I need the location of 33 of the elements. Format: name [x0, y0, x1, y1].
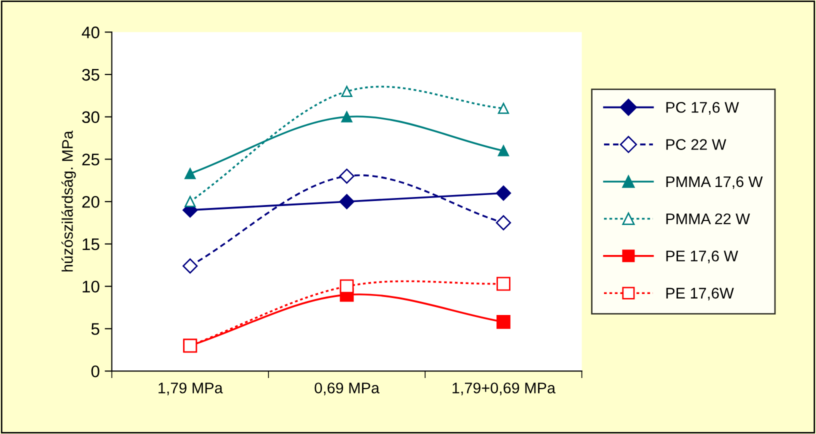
y-tick-label: 15 [82, 238, 100, 250]
legend-label: PMMA 22 W [666, 213, 750, 224]
point [496, 215, 512, 230]
y-tick-label: 0 [91, 365, 100, 378]
x-tick-label: 1,79 MPa [158, 382, 223, 396]
point [341, 111, 352, 122]
legend-label: PMMA 17,6 W [666, 176, 763, 189]
y-tick-label: 5 [91, 323, 100, 335]
point [496, 276, 510, 291]
point [184, 196, 196, 208]
point [496, 186, 512, 201]
x-tick-label: 0,69 MPa [314, 382, 380, 396]
y-tick-label: 10 [82, 280, 100, 293]
legend-label: PE 17,6 W [666, 250, 738, 264]
legend-label: PC 22 W [666, 139, 726, 150]
y-tick-label: 30 [82, 111, 100, 124]
point [341, 86, 352, 97]
x-tick-label: 1,79+0,69 MPa [452, 382, 556, 396]
legend-label: PE 17,6W [666, 288, 734, 300]
y-tick-label: 40 [82, 26, 100, 38]
point [182, 258, 198, 274]
y-tick-label: 35 [82, 68, 100, 81]
point [339, 168, 354, 184]
point [184, 168, 196, 180]
point [498, 145, 510, 156]
point [498, 102, 510, 114]
point [340, 279, 354, 294]
y-tick-label: 25 [82, 154, 100, 166]
point [339, 194, 354, 210]
y-axis-title: húzószilárdság. MPa [61, 130, 76, 272]
y-tick-label: 20 [82, 196, 100, 208]
point [496, 314, 510, 329]
legend-label: PC 17,6 W [666, 102, 739, 115]
